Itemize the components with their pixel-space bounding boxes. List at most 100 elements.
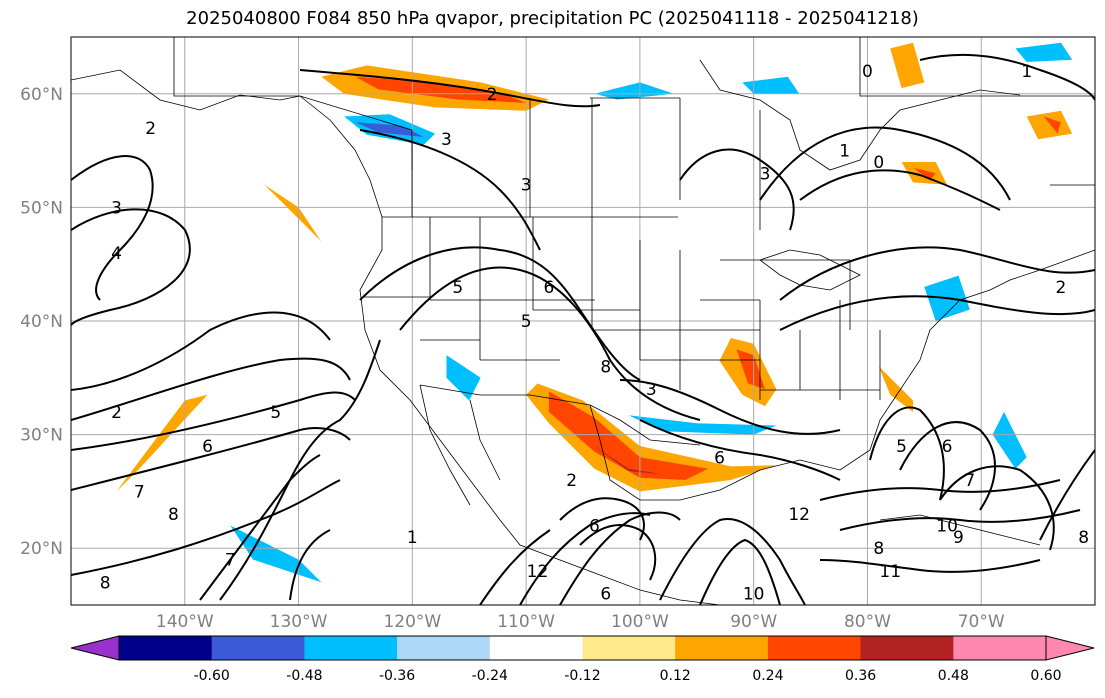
colorbar-tick-label: 0.36 xyxy=(845,668,876,684)
contour-7-east xyxy=(939,465,1055,551)
contour-6-mex xyxy=(559,497,645,541)
contour-label: 6 xyxy=(543,278,554,298)
precip-anomaly-shading xyxy=(594,446,663,475)
contour-4-coast xyxy=(219,339,381,601)
colorbar-tick-label: 0.60 xyxy=(1030,668,1061,684)
contour-label: 3 xyxy=(760,164,771,184)
precip-anomaly-shading xyxy=(355,122,424,137)
lon-tick-label: 90°W xyxy=(730,612,777,632)
lat-tick-label: 60°N xyxy=(20,85,63,105)
precip-anomaly-shading xyxy=(992,411,1027,469)
precip-anomaly-shading xyxy=(594,82,674,100)
contour-2-east xyxy=(779,246,1095,301)
precip-anomaly-shading xyxy=(1043,116,1061,134)
colorbar-segment xyxy=(860,636,954,660)
contour-5 xyxy=(71,357,351,421)
lon-tick-label: 120°W xyxy=(383,612,441,632)
colorbar-tick-label: 0.12 xyxy=(660,668,691,684)
colorbar-segment xyxy=(767,636,862,660)
latitude-ticks: 20°N 30°N 40°N 50°N 60°N xyxy=(20,85,63,559)
colorbar-segment xyxy=(582,636,676,660)
contour-6 xyxy=(71,391,356,451)
contour-10-carib xyxy=(839,509,1081,531)
precip-anomaly-shading xyxy=(116,394,208,492)
precip-anomaly-shading xyxy=(446,355,481,401)
contour-5-interior xyxy=(359,246,641,381)
colorbar-extend-max xyxy=(1045,635,1095,661)
colorbar-tick-label: -0.12 xyxy=(564,668,600,684)
colorbar-segment xyxy=(489,636,583,660)
contour-3-plains xyxy=(619,379,841,435)
contour-label: 8 xyxy=(1078,528,1089,548)
contour-label: 4 xyxy=(111,244,122,264)
lon-tick-label: 70°W xyxy=(958,612,1005,632)
colorbar-tick-label: -0.48 xyxy=(286,668,322,684)
contour-3-hudson xyxy=(679,148,795,231)
lon-tick-label: 140°W xyxy=(156,612,214,632)
contour-label: 5 xyxy=(521,312,532,332)
precip-anomaly-shading xyxy=(736,349,765,390)
contour-8-mex xyxy=(479,529,551,605)
colorbar-extend-min xyxy=(70,635,120,661)
contour-6-interior xyxy=(399,266,701,421)
contour-2-west xyxy=(71,155,154,301)
contour-2-north xyxy=(299,69,601,108)
contour-label: 7 xyxy=(134,482,145,502)
colorbar-segment xyxy=(397,636,491,660)
contour-6-gulf xyxy=(639,419,841,481)
state-lines xyxy=(363,217,881,400)
colorbar-segment xyxy=(953,636,1047,660)
lat-tick-label: 50°N xyxy=(20,198,63,218)
contour-label: 3 xyxy=(111,198,122,218)
precip-anomaly-shading xyxy=(264,184,322,242)
contour-label: 2 xyxy=(111,403,122,423)
contour-3-east xyxy=(779,295,1095,331)
contour-label: 3 xyxy=(646,380,657,400)
lon-tick-label: 110°W xyxy=(497,612,555,632)
contour-10 xyxy=(659,518,806,605)
colorbar-tick-label: -0.36 xyxy=(379,668,415,684)
contour-9 xyxy=(199,454,321,601)
contour-label: 0 xyxy=(873,153,884,173)
lat-tick-label: 30°N xyxy=(20,426,63,446)
colorbar-frame xyxy=(118,635,1047,661)
colorbar-tick-label: 0.48 xyxy=(938,668,969,684)
contour-7-mex xyxy=(579,524,657,581)
coastline-alaska xyxy=(71,69,301,111)
contour-label: 7 xyxy=(225,551,236,571)
contour-label: 2 xyxy=(487,85,498,105)
precip-anomaly-shading xyxy=(628,415,777,435)
gridlines xyxy=(71,37,1095,605)
contour-8-west-ocean xyxy=(289,529,331,601)
lat-tick-label: 20°N xyxy=(20,539,63,559)
contour-label: 3 xyxy=(521,176,532,196)
political-borders xyxy=(71,37,1095,605)
colorbar-segment xyxy=(304,636,398,660)
contour-label: 1 xyxy=(839,142,850,162)
contour-label: 12 xyxy=(527,562,549,582)
contour-label: 1 xyxy=(407,528,418,548)
contour-label: 5 xyxy=(452,278,463,298)
contour-7 xyxy=(71,427,351,491)
contour-label: 6 xyxy=(202,437,213,457)
contour-5-east xyxy=(869,406,945,501)
coastline-cuba xyxy=(879,514,1041,546)
contour-1-ne xyxy=(919,53,1095,101)
precip-anomaly-shading xyxy=(913,167,936,181)
contour-label: 2 xyxy=(145,119,156,139)
colorbar-segment xyxy=(119,636,213,660)
province-lines xyxy=(411,37,1095,230)
contour-8 xyxy=(71,479,341,576)
contour-label: 6 xyxy=(589,516,600,536)
alaska-boundary xyxy=(173,37,413,170)
coastline-gulf xyxy=(589,249,1095,501)
precip-anomaly-shading xyxy=(526,383,777,492)
lon-tick-label: 80°W xyxy=(844,612,891,632)
contour-11-carib xyxy=(819,559,1041,573)
colorbar: -0.60 -0.48 -0.36 -0.24 -0.12 0.12 0.24 0.36 0.4… xyxy=(70,635,1095,684)
colorbar-tick-label: -0.60 xyxy=(194,668,230,684)
contour-1-canada xyxy=(759,126,1011,201)
contour-label: 8 xyxy=(100,573,111,593)
contour-9-mex xyxy=(519,512,651,605)
